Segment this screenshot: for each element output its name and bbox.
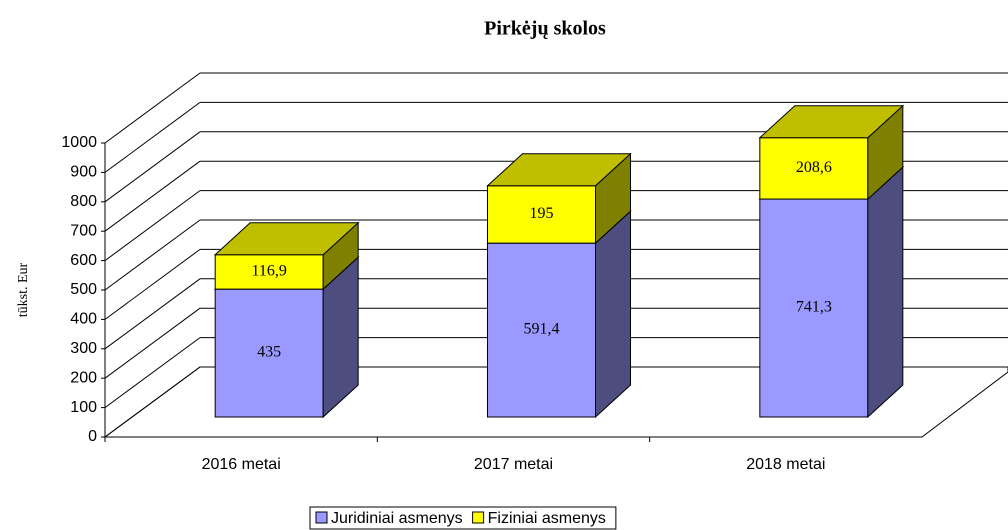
- grid-line: [104, 190, 201, 262]
- grid-line: [104, 219, 201, 291]
- value-label: 741,3: [796, 299, 832, 316]
- y-tick-label: 800: [70, 193, 97, 210]
- y-tick-label: 600: [70, 252, 97, 269]
- grid-line: [104, 366, 201, 438]
- bar-front: [487, 185, 596, 244]
- y-tick-label: 0: [88, 428, 97, 445]
- grid-line: [104, 337, 201, 409]
- bar-top: [486, 153, 632, 187]
- legend-swatch: [315, 511, 328, 524]
- y-tick-label: 200: [70, 369, 97, 386]
- bar-top: [213, 222, 360, 256]
- x-tick-label: 2018 metai: [746, 456, 825, 473]
- bar-side: [595, 209, 631, 419]
- chart-title: Pirkėjų skolos: [484, 18, 606, 40]
- value-label: 116,9: [251, 263, 286, 280]
- grid-line: [104, 101, 201, 173]
- bar-front: [487, 242, 596, 418]
- y-tick-label: 900: [70, 164, 97, 181]
- y-tick-label: 700: [70, 222, 97, 239]
- legend-label: Juridiniai asmenys: [331, 510, 463, 527]
- grid-line: [104, 160, 201, 232]
- bar-front: [214, 288, 324, 418]
- y-tick-label: 500: [70, 281, 97, 298]
- value-label: 208,6: [796, 159, 832, 176]
- bar-top: [758, 105, 905, 139]
- legend-swatch: [472, 511, 485, 524]
- grid-line: [104, 307, 201, 379]
- legend-label: Fiziniai asmenys: [488, 510, 606, 527]
- grid-line: [104, 131, 201, 203]
- value-label: 435: [257, 344, 281, 361]
- grid-line: [104, 72, 201, 144]
- value-label: 591,4: [524, 321, 560, 338]
- bar-side: [867, 165, 904, 419]
- y-tick-label: 100: [70, 399, 97, 416]
- x-tick-label: 2016 metai: [202, 456, 281, 473]
- bar-front: [759, 198, 869, 418]
- y-tick-label: 1000: [61, 134, 97, 151]
- value-label: 195: [530, 205, 554, 222]
- grid-line: [104, 278, 201, 350]
- legend-box: [309, 506, 617, 530]
- bar-front: [759, 137, 869, 200]
- y-axis-title: tūkst. Eur: [16, 262, 31, 317]
- grid-line: [104, 248, 201, 320]
- y-tick-label: 400: [70, 311, 97, 328]
- x-tick-label: 2017 metai: [474, 456, 553, 473]
- y-tick-label: 300: [70, 340, 97, 357]
